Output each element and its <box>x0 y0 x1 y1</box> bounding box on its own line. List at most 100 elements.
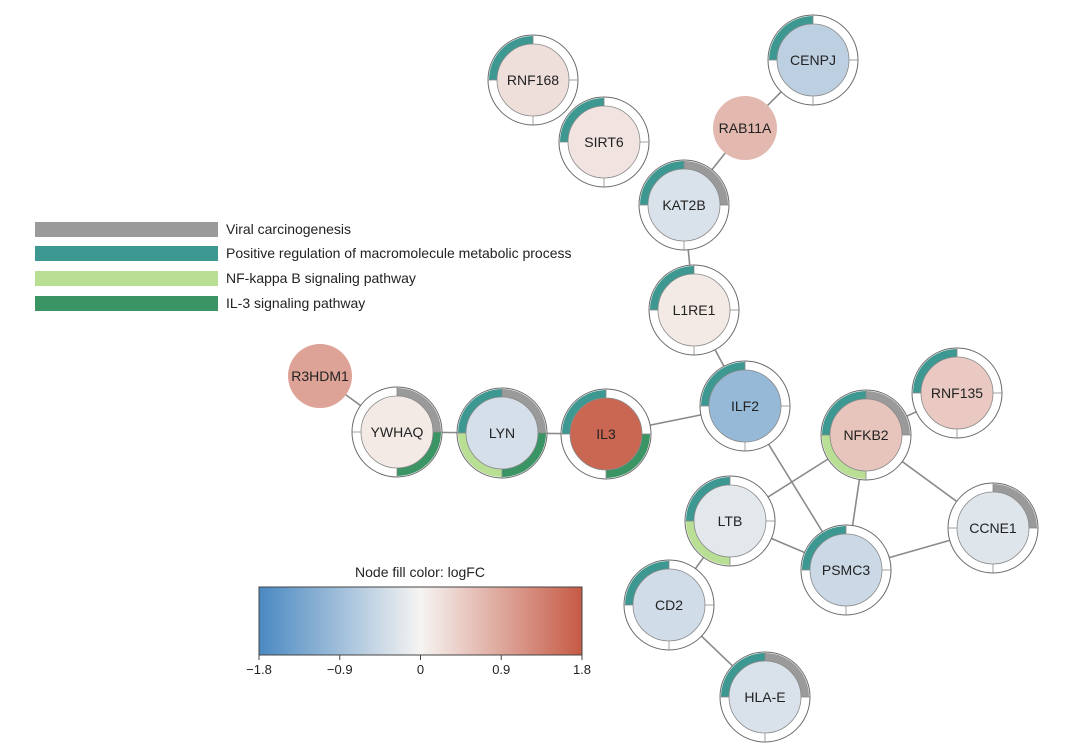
pathway-legend: Viral carcinogenesis Positive regulation… <box>35 221 572 311</box>
ring-segment-posreg <box>686 477 730 521</box>
node-fill <box>288 344 352 408</box>
ring-segment-nfkb <box>822 435 866 479</box>
ring-segment-posreg <box>721 653 765 697</box>
ring-segment-posreg <box>640 161 684 205</box>
node-cd2[interactable]: CD2 <box>623 559 715 651</box>
node-label-ccne1: CCNE1 <box>969 520 1017 536</box>
ring-segment-posreg <box>822 391 866 435</box>
node-fill <box>809 533 883 607</box>
node-lyn[interactable]: LYN <box>456 387 548 479</box>
node-l1re1[interactable]: L1RE1 <box>648 264 740 356</box>
ring-segment-posreg <box>562 390 606 434</box>
legend-swatch-nfkb <box>35 271 218 286</box>
node-label-psmc3: PSMC3 <box>822 562 870 578</box>
colorbar-tick-label: −1.8 <box>246 662 272 677</box>
node-fill <box>713 96 777 160</box>
legend-label-viral: Viral carcinogenesis <box>226 221 351 237</box>
node-ccne1[interactable]: CCNE1 <box>947 482 1039 574</box>
node-fill <box>647 168 721 242</box>
node-ilf2[interactable]: ILF2 <box>699 360 791 452</box>
ring-segment-posreg <box>625 561 669 605</box>
node-fill <box>920 356 994 430</box>
legend-swatch-viral <box>35 222 218 237</box>
node-hla-e[interactable]: HLA-E <box>719 651 811 743</box>
legend-label-posreg: Positive regulation of macromolecule met… <box>226 245 572 261</box>
node-ltb[interactable]: LTB <box>684 475 776 567</box>
node-fill <box>360 395 434 469</box>
node-nfkb2[interactable]: NFKB2 <box>820 389 912 481</box>
node-il3[interactable]: IL3 <box>560 388 652 480</box>
ring-segment-viral <box>502 389 546 433</box>
legend-swatch-il3 <box>35 296 218 311</box>
node-label-r3hdm1: R3HDM1 <box>291 368 349 384</box>
logfc-colorbar: Node fill color: logFC −1.8 −0.9 0 0.9 1.8 <box>246 564 591 677</box>
ring-segment-viral <box>684 161 728 205</box>
node-label-kat2b: KAT2B <box>662 197 705 213</box>
ring-segment-posreg <box>701 362 745 406</box>
node-layer: RNF168 CENPJ RAB11A SIRT6 KAT2B L1RE1 R3HDM1 YW… <box>288 14 1039 743</box>
node-label-hla-e: HLA-E <box>744 689 785 705</box>
node-label-sirt6: SIRT6 <box>584 134 624 150</box>
ring-segment-viral <box>866 391 910 435</box>
node-label-rab11a: RAB11A <box>719 120 772 136</box>
legend-label-il3: IL-3 signaling pathway <box>226 295 365 311</box>
ring-segment-posreg <box>769 16 813 60</box>
ring-segment-viral <box>993 484 1037 528</box>
node-label-rnf135: RNF135 <box>931 385 983 401</box>
colorbar-gradient <box>258 586 583 656</box>
node-label-nfkb2: NFKB2 <box>843 427 888 443</box>
node-r3hdm1[interactable]: R3HDM1 <box>288 344 352 408</box>
legend-swatch-posreg <box>35 246 218 261</box>
node-cenpj[interactable]: CENPJ <box>767 14 859 106</box>
ring-segment-nfkb <box>458 433 502 477</box>
ring-segment-il3 <box>606 434 650 478</box>
ring-segment-posreg <box>650 266 694 310</box>
node-label-il3: IL3 <box>596 426 616 442</box>
node-fill <box>708 369 782 443</box>
node-label-ilf2: ILF2 <box>731 398 759 414</box>
node-rnf135[interactable]: RNF135 <box>911 347 1003 439</box>
node-fill <box>776 23 850 97</box>
node-fill <box>728 660 802 734</box>
node-fill <box>632 568 706 642</box>
node-fill <box>496 43 570 117</box>
ring-segment-posreg <box>802 526 846 570</box>
ring-segment-posreg <box>458 389 502 433</box>
colorbar-tick-label: 1.8 <box>573 662 591 677</box>
node-fill <box>569 397 643 471</box>
colorbar-tick-label: 0 <box>417 662 424 677</box>
node-psmc3[interactable]: PSMC3 <box>800 524 892 616</box>
node-ywhaq[interactable]: YWHAQ <box>351 386 443 478</box>
node-label-cd2: CD2 <box>655 597 683 613</box>
colorbar-tick-label: −0.9 <box>327 662 353 677</box>
ring-segment-il3 <box>502 433 546 477</box>
ring-segment-viral <box>765 653 809 697</box>
ring-segment-posreg <box>560 98 604 142</box>
node-label-ywhaq: YWHAQ <box>371 424 424 440</box>
node-label-l1re1: L1RE1 <box>673 302 716 318</box>
ring-segment-nfkb <box>686 521 730 565</box>
node-fill <box>693 484 767 558</box>
node-rab11a[interactable]: RAB11A <box>713 96 777 160</box>
ring-segment-il3 <box>397 432 441 476</box>
legend-label-nfkb: NF-kappa B signaling pathway <box>226 270 416 286</box>
node-label-lyn: LYN <box>489 425 515 441</box>
node-sirt6[interactable]: SIRT6 <box>558 96 650 188</box>
ring-segment-viral <box>397 388 441 432</box>
node-label-cenpj: CENPJ <box>790 52 836 68</box>
node-label-rnf168: RNF168 <box>507 72 559 88</box>
node-fill <box>465 396 539 470</box>
node-rnf168[interactable]: RNF168 <box>487 34 579 126</box>
node-fill <box>829 398 903 472</box>
ring-segment-posreg <box>489 36 533 80</box>
ring-segment-posreg <box>913 349 957 393</box>
node-fill <box>657 273 731 347</box>
colorbar-title: Node fill color: logFC <box>355 564 485 580</box>
node-fill <box>567 105 641 179</box>
node-label-ltb: LTB <box>718 513 743 529</box>
node-kat2b[interactable]: KAT2B <box>638 159 730 251</box>
node-fill <box>956 491 1030 565</box>
colorbar-tick-label: 0.9 <box>492 662 510 677</box>
